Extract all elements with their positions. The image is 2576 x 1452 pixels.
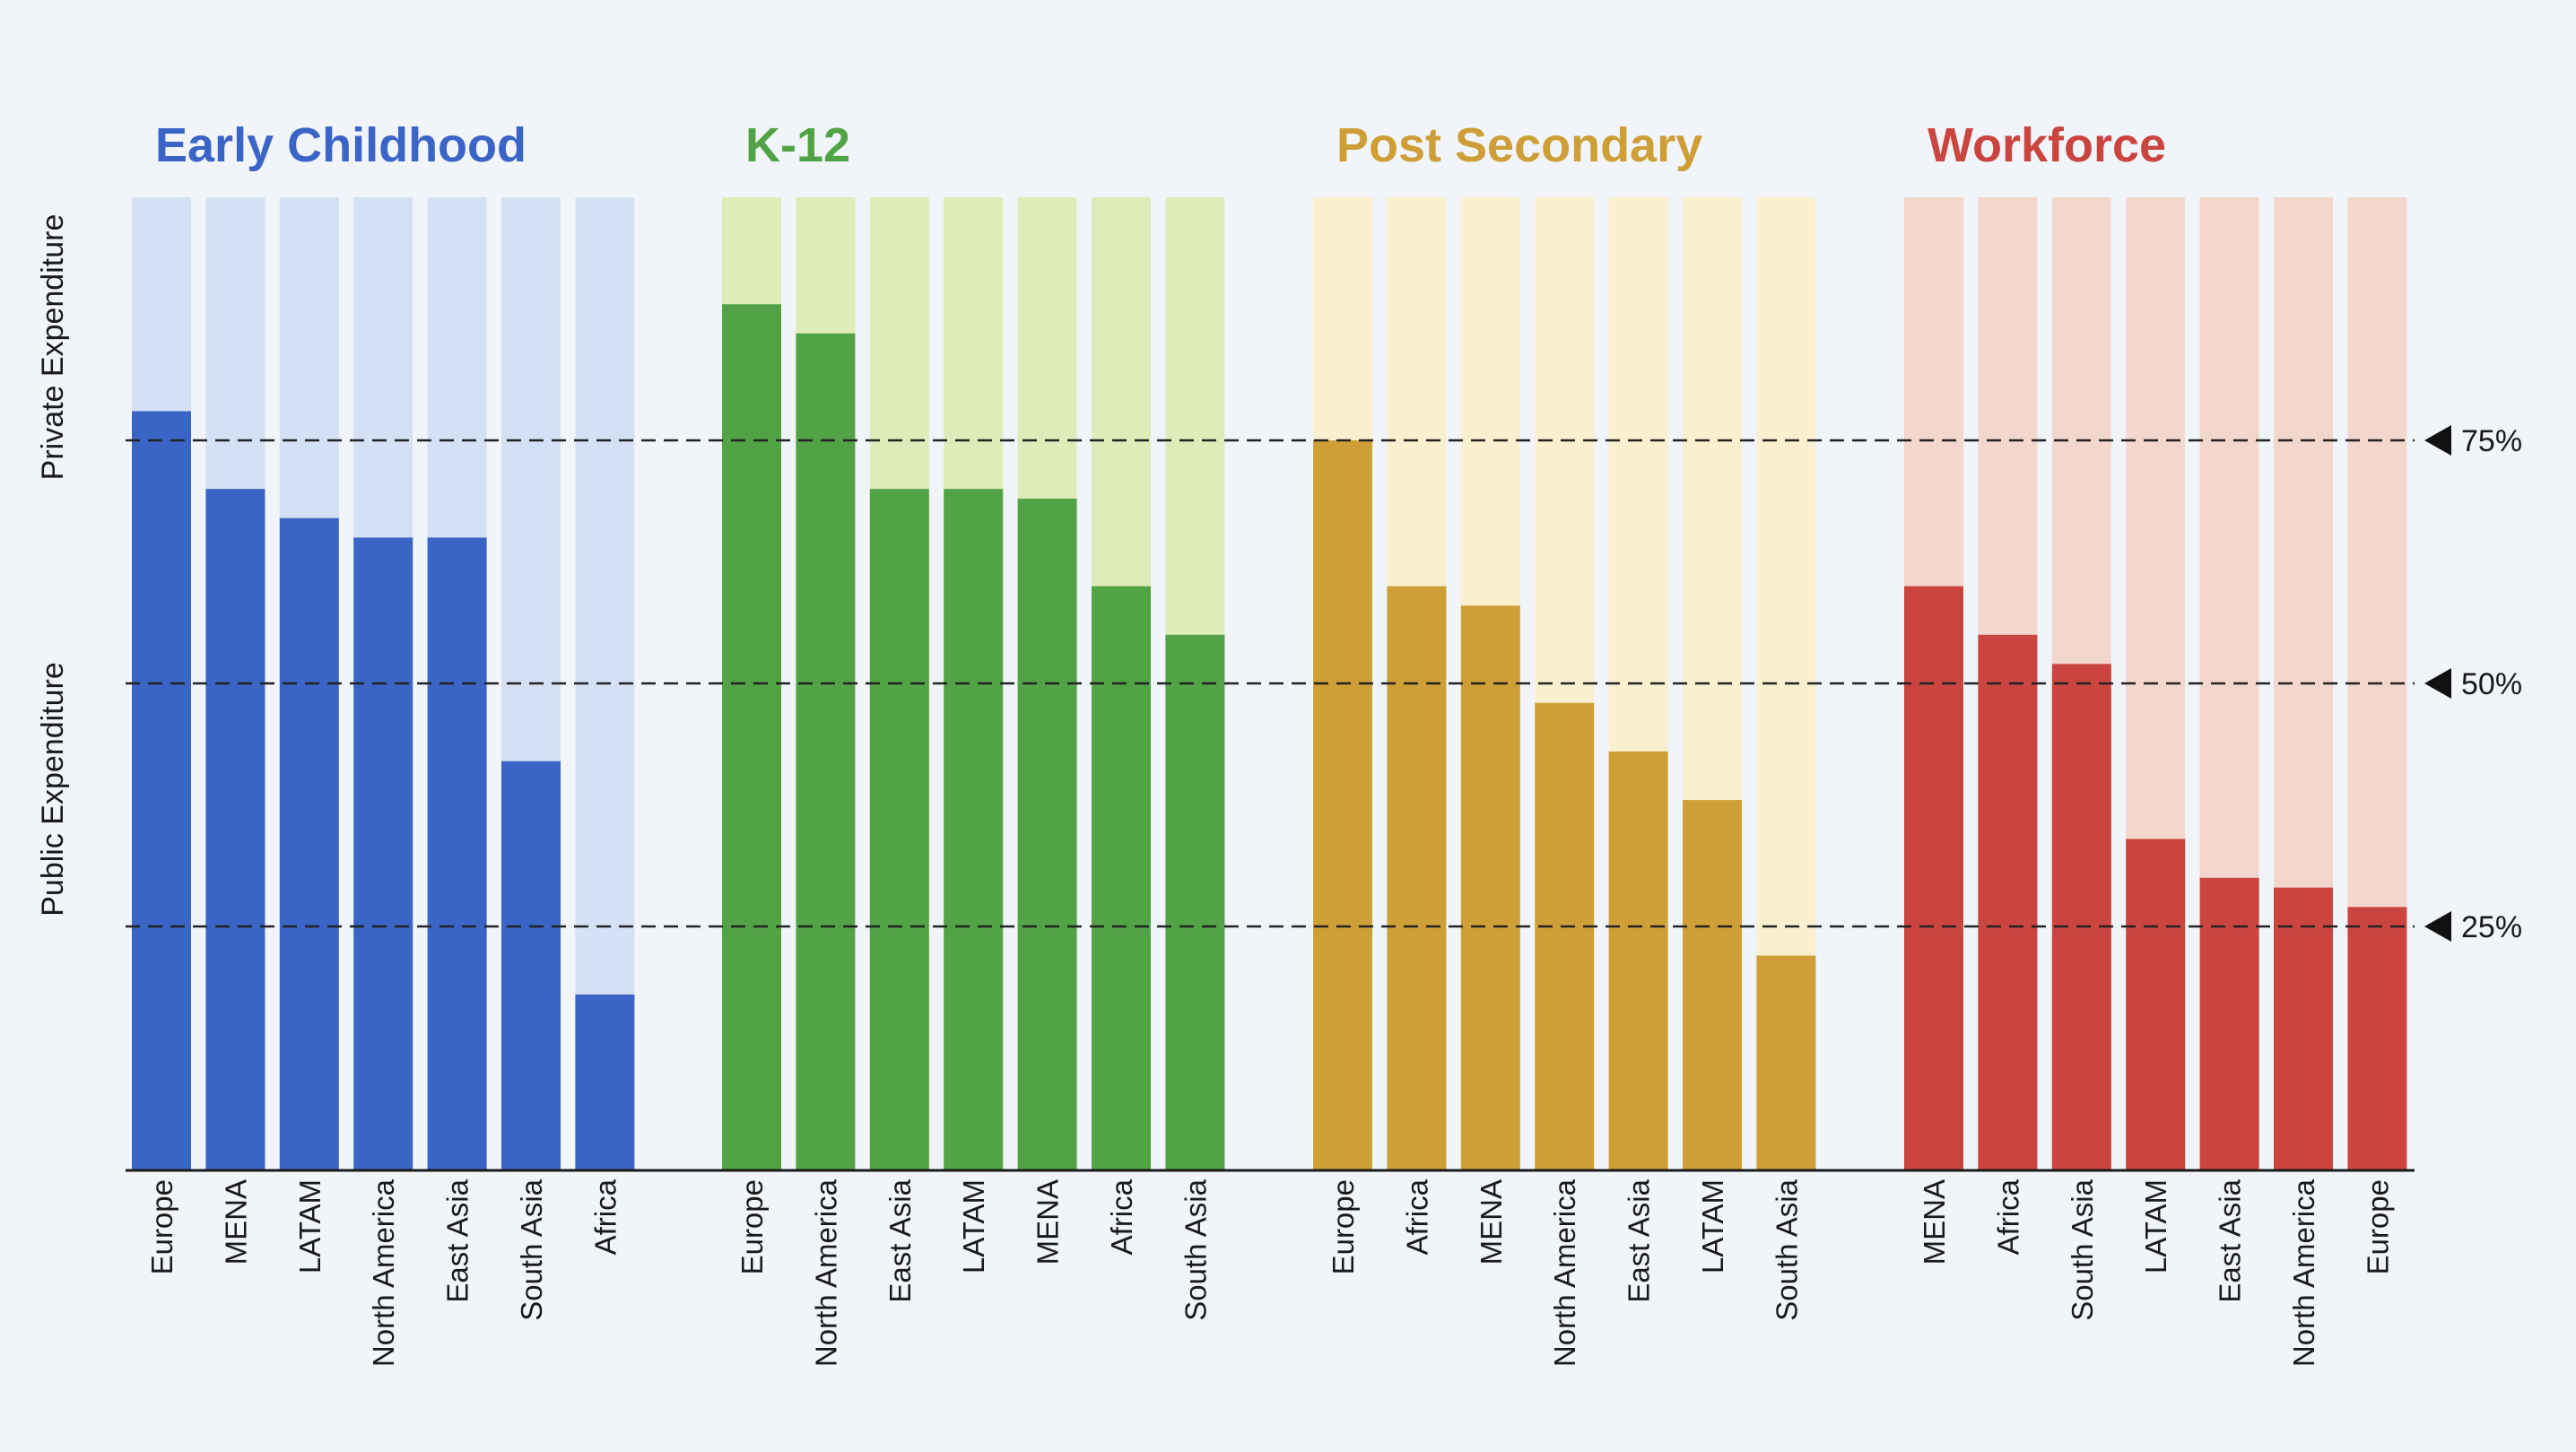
reference-label-75: 75%: [2461, 424, 2522, 458]
tick-label-workforce-north-america: North America: [2287, 1178, 2320, 1367]
bar-early-childhood-latam: [279, 517, 339, 1169]
reference-marker-50: [2424, 668, 2451, 699]
tick-label-post-secondary-latam: LATAM: [1696, 1179, 1729, 1274]
tick-label-workforce-south-asia: South Asia: [2066, 1178, 2099, 1320]
bar-early-childhood-east-asia: [427, 537, 487, 1169]
bar-post-secondary-africa: [1387, 586, 1447, 1169]
tick-label-k-12-south-asia: South Asia: [1179, 1178, 1212, 1320]
bar-post-secondary-east-asia: [1608, 751, 1668, 1169]
tick-label-post-secondary-north-america: North America: [1548, 1178, 1581, 1367]
bar-workforce-north-america: [2274, 887, 2333, 1169]
tick-label-post-secondary-europe: Europe: [1327, 1179, 1360, 1274]
group-title-early-childhood: Early Childhood: [155, 118, 527, 172]
bar-workforce-africa: [1978, 634, 2038, 1169]
bar-workforce-mena: [1904, 586, 1963, 1169]
tick-label-early-childhood-east-asia: East Asia: [441, 1178, 474, 1302]
bar-post-secondary-europe: [1313, 440, 1372, 1169]
tick-label-post-secondary-mena: MENA: [1475, 1179, 1508, 1265]
tick-label-k-12-europe: Europe: [735, 1179, 769, 1274]
bar-early-childhood-south-asia: [501, 761, 561, 1169]
tick-label-early-childhood-north-america: North America: [367, 1178, 400, 1367]
axis-label-private: Private Expenditure: [36, 214, 70, 481]
tick-label-post-secondary-south-asia: South Asia: [1770, 1178, 1803, 1320]
tick-label-early-childhood-europe: Europe: [145, 1179, 178, 1274]
tick-label-early-childhood-latam: LATAM: [293, 1179, 326, 1274]
bar-workforce-east-asia: [2199, 877, 2259, 1169]
reference-label-50: 50%: [2461, 667, 2522, 701]
bar-early-childhood-africa: [575, 994, 635, 1169]
group-title-workforce: Workforce: [1928, 118, 2166, 172]
bar-k-12-east-asia: [869, 489, 929, 1169]
reference-marker-25: [2424, 911, 2451, 942]
bar-k-12-north-america: [796, 333, 856, 1169]
bar-early-childhood-europe: [132, 411, 191, 1170]
group-title-k-12: K-12: [745, 118, 850, 172]
tick-label-post-secondary-africa: Africa: [1400, 1178, 1433, 1255]
tick-label-workforce-europe: Europe: [2361, 1179, 2394, 1274]
bar-post-secondary-north-america: [1535, 702, 1595, 1169]
bar-early-childhood-mena: [205, 489, 265, 1169]
reference-label-25: 25%: [2461, 910, 2522, 944]
bar-k-12-latam: [944, 489, 1004, 1169]
group-title-post-secondary: Post Secondary: [1336, 118, 1702, 172]
tick-label-workforce-mena: MENA: [1918, 1179, 1951, 1265]
tick-label-k-12-latam: LATAM: [957, 1179, 990, 1274]
tick-label-workforce-africa: Africa: [1991, 1178, 2024, 1255]
tick-label-k-12-africa: Africa: [1105, 1178, 1138, 1255]
tick-label-early-childhood-south-asia: South Asia: [515, 1178, 548, 1320]
bar-k-12-mena: [1017, 499, 1077, 1169]
bar-workforce-europe: [2347, 907, 2407, 1169]
bar-k-12-south-asia: [1165, 634, 1225, 1169]
bar-workforce-south-asia: [2051, 664, 2111, 1169]
tick-label-k-12-mena: MENA: [1031, 1179, 1065, 1265]
tick-label-k-12-east-asia: East Asia: [883, 1178, 917, 1302]
bar-k-12-europe: [722, 304, 781, 1169]
tick-label-early-childhood-africa: Africa: [588, 1178, 622, 1255]
tick-label-early-childhood-mena: MENA: [219, 1179, 252, 1265]
tick-label-workforce-east-asia: East Asia: [2214, 1178, 2247, 1302]
bar-k-12-africa: [1092, 586, 1151, 1169]
reference-marker-75: [2424, 425, 2451, 456]
bar-workforce-latam: [2126, 839, 2186, 1169]
reference-lines-layer: [126, 425, 2451, 1172]
bar-post-secondary-south-asia: [1756, 955, 1816, 1169]
tick-label-post-secondary-east-asia: East Asia: [1623, 1178, 1656, 1302]
bar-post-secondary-mena: [1460, 605, 1520, 1169]
tick-label-workforce-latam: LATAM: [2139, 1179, 2172, 1274]
bar-early-childhood-north-america: [353, 537, 413, 1169]
labels-layer: Early Childhood Europe MENA LATAM North Amer…: [36, 118, 2522, 1367]
tick-label-k-12-north-america: North America: [809, 1178, 842, 1367]
axis-label-public: Public Expenditure: [36, 662, 70, 917]
bar-post-secondary-latam: [1683, 800, 1742, 1169]
